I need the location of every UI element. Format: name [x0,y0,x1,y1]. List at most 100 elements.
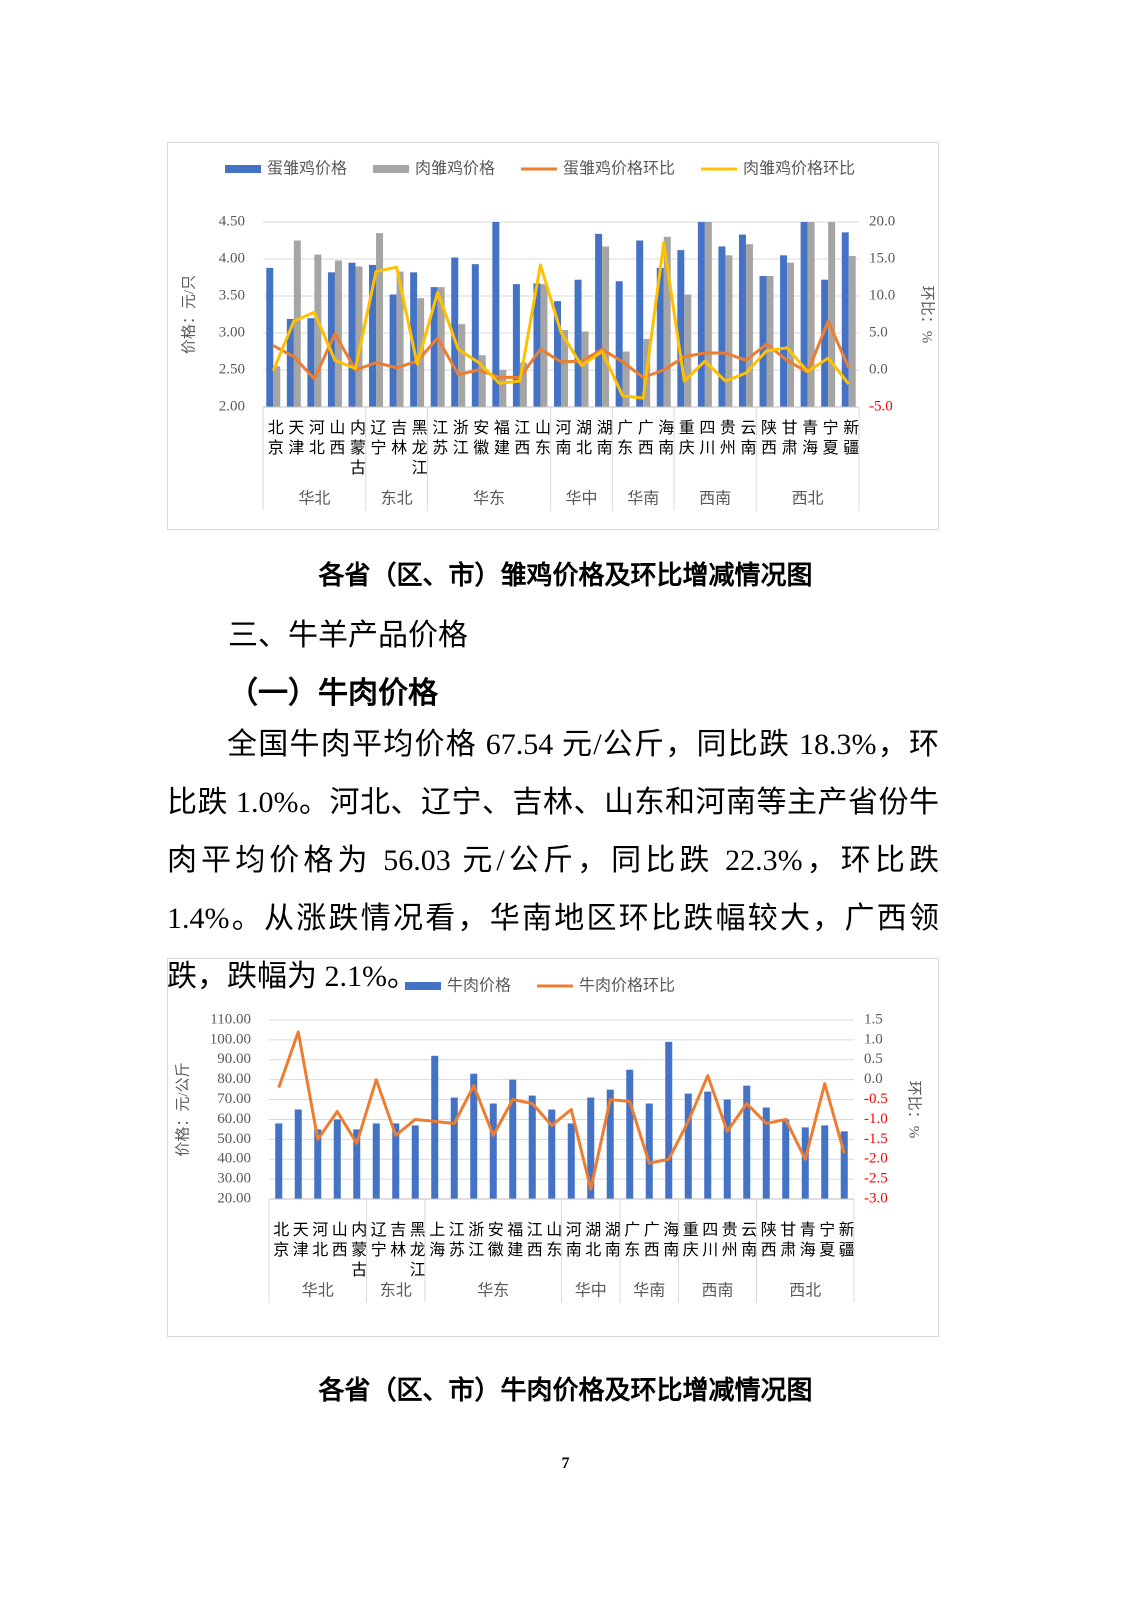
x-tick-label: 宁夏 [820,419,839,459]
y2-tick-label: 0.0 [864,1071,883,1087]
bar [411,1125,419,1199]
bar [396,271,404,407]
x-tick-label: 广东 [614,419,633,459]
x-tick-label: 内蒙古 [347,419,366,479]
x-tick-label: 浙江 [465,1221,484,1261]
x-tick-label: 四川 [699,1221,718,1261]
bar [645,1103,653,1199]
y-tick-label: 30.00 [217,1171,251,1187]
y-tick-label: 3.00 [219,324,245,340]
bar [723,1099,731,1199]
x-tick-label: 青海 [797,1221,816,1261]
y2-tick-label: 0.5 [864,1051,883,1067]
x-tick-label: 内蒙古 [348,1221,367,1281]
bar [478,355,486,407]
x-tick-label: 湖北 [573,419,592,459]
bar [636,240,644,407]
x-tick-label: 重庆 [676,419,695,459]
bar [587,1097,595,1199]
bar [787,262,795,407]
x-tick-label: 广东 [621,1221,640,1261]
y2-tick-label: -1.0 [864,1111,888,1127]
bar [697,222,705,407]
x-tick-label: 辽宁 [368,1221,387,1261]
x-tick-label: 江苏 [446,1221,465,1261]
x-tick-label: 河北 [306,419,325,459]
bar [663,236,671,407]
bar [372,1123,380,1199]
bar [273,366,281,407]
bar [801,1127,809,1199]
line [272,319,851,381]
x-tick-label: 湖南 [602,1221,621,1261]
bar [554,301,561,407]
bar [307,318,315,407]
y2-tick-label: 5.0 [869,324,888,340]
x-tick-label: 辽宁 [368,419,387,459]
paragraph: 全国牛肉平均价格 67.54 元/公斤，同比跌 18.3%，环比跌 1.0%。河… [167,728,939,993]
y2-tick-label: -3.0 [864,1190,888,1206]
group-label: 西北 [792,489,824,508]
bar [492,222,500,407]
bar [470,1073,478,1199]
bar [743,1085,751,1199]
bar [334,260,342,407]
y-tick-label: 2.00 [219,398,245,414]
x-tick-label: 宁夏 [816,1221,835,1261]
x-tick-label: 甘肃 [779,419,798,459]
x-tick-label: 吉林 [387,1221,406,1261]
bar [333,1119,341,1199]
bar [294,1109,302,1199]
y-tick-label: 60.00 [217,1111,251,1127]
bar [766,276,774,407]
legend-swatch [225,165,261,173]
bar [548,1109,556,1199]
x-tick-label: 山东 [543,1221,562,1261]
x-tick-label: 北京 [265,419,284,459]
group-label: 华中 [575,1281,607,1300]
section-heading: 三、牛羊产品价格 [228,618,468,653]
bar [509,1079,517,1199]
y-tick-label: 90.00 [217,1051,251,1067]
y-tick-label: 4.50 [219,213,245,229]
x-tick-label: 贵州 [719,1221,738,1261]
bar [759,276,767,407]
bar [718,246,726,407]
bar [431,1055,439,1199]
y2-tick-label: 0.0 [869,361,888,377]
x-tick-label: 安徽 [485,1221,504,1261]
x-tick-label: 浙江 [450,419,469,459]
bar [665,1041,673,1199]
bar [533,283,541,407]
y-tick-label: 70.00 [217,1091,251,1107]
x-tick-label: 河南 [563,1221,582,1261]
bar [800,222,808,407]
x-tick-label: 广西 [635,419,654,459]
x-tick-label: 湖南 [594,419,613,459]
bar [821,1125,829,1199]
group-label: 华北 [302,1281,334,1300]
x-tick-label: 海南 [660,1221,679,1261]
bar [458,324,466,407]
bar [780,255,788,407]
legend-swatch [405,982,441,990]
bar [275,1123,283,1199]
x-tick-label: 黑龙江 [407,1221,426,1281]
bar [848,256,856,407]
line [277,1030,846,1191]
x-tick-label: 海南 [655,419,674,459]
x-tick-label: 上海 [426,1221,445,1261]
x-tick-label: 山西 [326,419,345,459]
legend-label: 蛋雏鸡价格环比 [563,159,675,178]
bar [615,281,623,407]
y2-axis-title: 环比：% [906,1081,923,1139]
bar [762,1107,770,1199]
x-tick-label: 云南 [738,1221,757,1261]
legend-label: 牛肉价格 [447,976,511,995]
y2-tick-label: 1.0 [864,1031,883,1047]
x-tick-label: 新疆 [840,419,859,459]
bar [376,233,384,407]
y2-tick-label: -1.5 [864,1131,888,1147]
x-tick-label: 甘肃 [777,1221,796,1261]
